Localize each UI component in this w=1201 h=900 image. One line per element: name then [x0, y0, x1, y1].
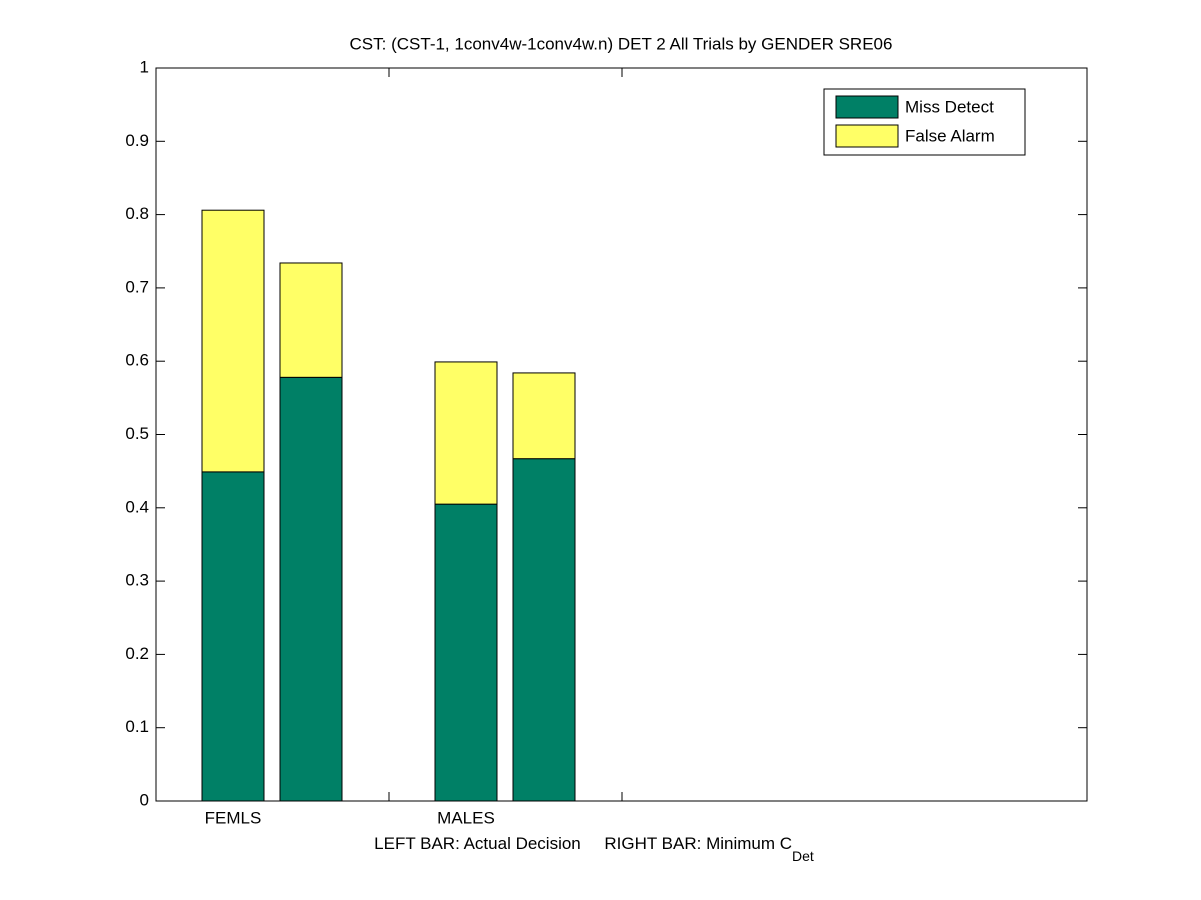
legend-label: False Alarm	[905, 126, 995, 145]
legend-swatch	[835, 95, 899, 119]
bar-segment	[201, 209, 265, 473]
y-tick-label: 0.4	[125, 497, 149, 516]
y-tick-label: 0	[140, 790, 149, 809]
y-tick-label: 0.6	[125, 351, 149, 370]
bar-segment	[512, 372, 576, 460]
y-tick-label: 0.8	[125, 204, 149, 223]
y-tick-label: 1	[140, 57, 149, 76]
legend-swatch	[835, 124, 899, 148]
bar-segment	[512, 458, 576, 802]
y-tick-label: 0.1	[125, 717, 149, 736]
y-tick-label: 0.9	[125, 131, 149, 150]
bar-segment	[434, 361, 498, 505]
x-tick-label: MALES	[437, 808, 495, 827]
legend-label: Miss Detect	[905, 97, 994, 116]
x-axis-label: LEFT BAR: Actual Decision RIGHT BAR: Min…	[374, 834, 814, 863]
y-tick-label: 0.5	[125, 424, 149, 443]
x-axis-label-subscript: Det	[792, 848, 814, 864]
x-axis-label-main: LEFT BAR: Actual Decision RIGHT BAR: Min…	[374, 834, 792, 853]
bar-segment	[279, 376, 343, 802]
y-tick-label: 0.2	[125, 644, 149, 663]
chart-title: CST: (CST-1, 1conv4w-1conv4w.n) DET 2 Al…	[350, 34, 893, 53]
x-tick-label: FEMLS	[205, 808, 262, 827]
bar-segment	[434, 503, 498, 802]
bar-segment	[279, 262, 343, 378]
y-tick-label: 0.7	[125, 277, 149, 296]
y-tick-label: 0.3	[125, 571, 149, 590]
bar-segment	[201, 471, 265, 802]
